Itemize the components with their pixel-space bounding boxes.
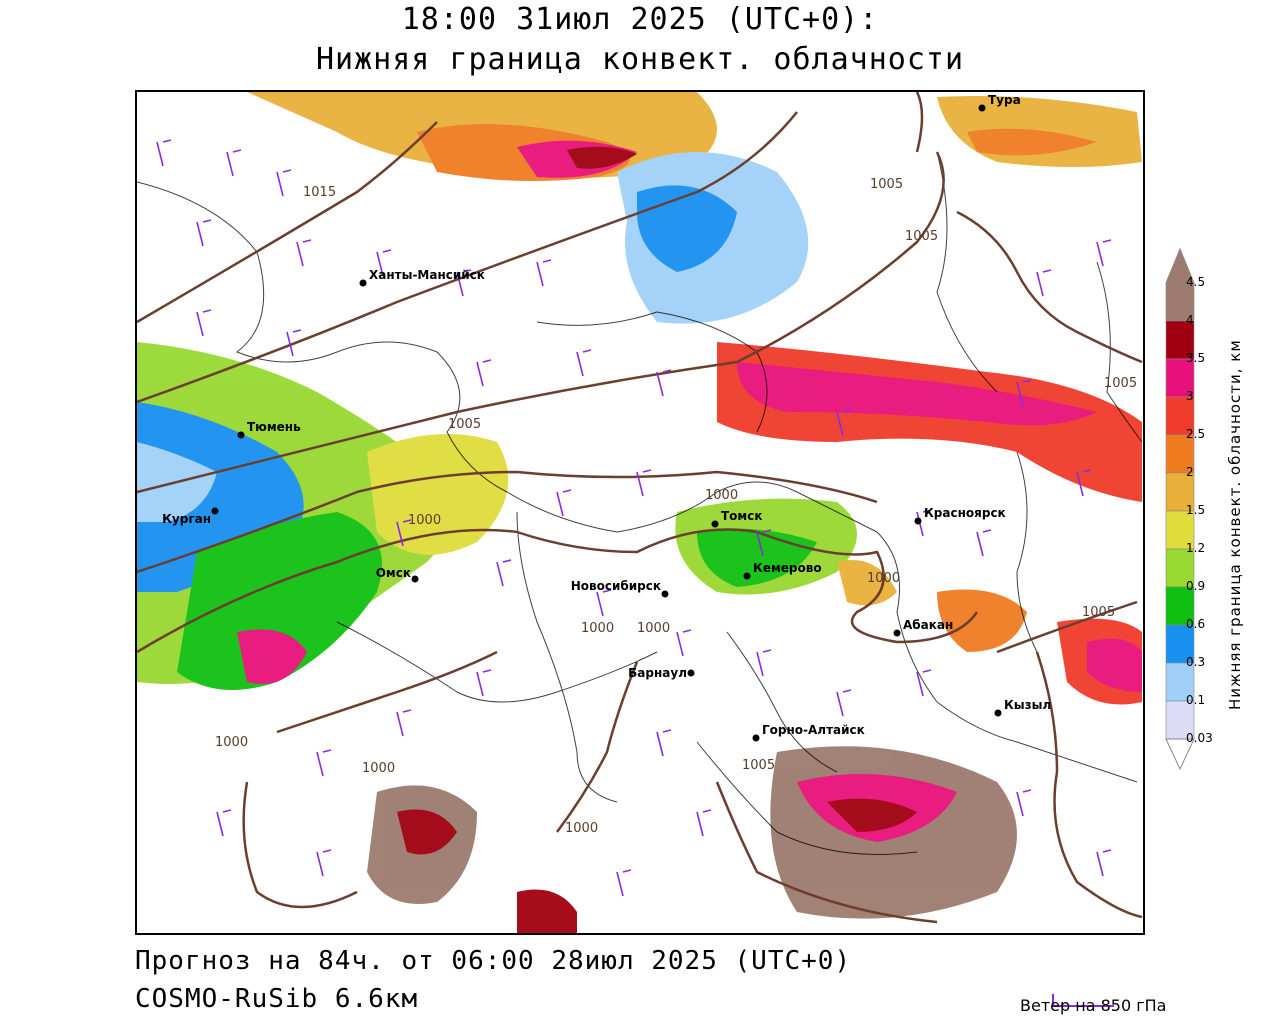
colorbar-cell [1165, 320, 1195, 360]
city-marker [661, 590, 669, 598]
map-title: 18:00 31июл 2025 (UTC+0): [401, 2, 879, 37]
city-label: Тюмень [247, 420, 301, 434]
colorbar-title: Нижняя граница конвект. облачности, км [1226, 339, 1244, 710]
map-canvas: 1015 1005 1005 1005 1005 1000 1000 1000 1005 1000… [137, 92, 1143, 933]
isobar-label: 1000 [408, 513, 441, 528]
city-label: Кемерово [753, 561, 822, 575]
city-marker [211, 507, 219, 515]
colorbar-level-label: 2.5 [1186, 427, 1206, 441]
colorbar-cell [1165, 548, 1195, 588]
city-label: Красноярск [924, 506, 1006, 520]
isobar-label: 1000 [705, 488, 738, 503]
wind-barbs-layer [156, 139, 1112, 897]
city-marker [687, 669, 695, 677]
isobar-label: 1005 [742, 758, 775, 773]
isobar-label: 1015 [303, 185, 336, 200]
colorbar-level-label: 4 [1186, 313, 1194, 327]
isobar-label: 1005 [905, 229, 938, 244]
city-label: Омск [376, 566, 411, 580]
city-marker [743, 572, 751, 580]
colorbar-bottom-arrow [1165, 738, 1195, 771]
colorbar-level-label: 3 [1186, 389, 1194, 403]
map-subtitle: Нижняя граница конвект. облачности [315, 42, 965, 77]
isobar-label: 1000 [565, 821, 598, 836]
colorbar-cell [1165, 624, 1195, 664]
city-marker [711, 520, 719, 528]
city-marker [978, 104, 986, 112]
forecast-info: Прогноз на 84ч. от 06:00 28июл 2025 (UTC… [135, 946, 852, 976]
city-label: Абакан [903, 618, 953, 632]
isobar-label: 1000 [637, 621, 670, 636]
colorbar-level-label: 1.5 [1186, 503, 1206, 517]
colorbar-level-label: 1.2 [1186, 541, 1206, 555]
isobar-label: 1005 [1082, 605, 1115, 620]
colorbar-level-label: 0.1 [1186, 693, 1206, 707]
isobar-label: 1005 [448, 417, 481, 432]
isobar-lines [137, 92, 1143, 924]
isobar-labels: 1015 1005 1005 1005 1005 1000 1000 1000 1005 1000… [215, 177, 1137, 836]
isobar-label: 1000 [867, 571, 900, 586]
city-marker [893, 629, 901, 637]
colorbar-cells [1165, 247, 1195, 771]
city-label: Томск [721, 509, 763, 523]
cloud-field-layer [137, 92, 1142, 933]
colorbar-level-label: 0.3 [1186, 655, 1206, 669]
colorbar-cell [1165, 282, 1195, 322]
isobar-label: 1000 [215, 735, 248, 750]
city-label: Ханты-Мансийск [369, 268, 485, 282]
city-marker [359, 279, 367, 287]
city-label: Горно-Алтайск [762, 723, 865, 737]
city-marker [237, 431, 245, 439]
colorbar-cell [1165, 396, 1195, 436]
model-name: COSMO-RuSib 6.6км [135, 984, 419, 1014]
city-label: Тура [988, 93, 1021, 107]
wind-legend-label: Ветер на 850 гПа [1020, 996, 1167, 1015]
city-label: Кызыл [1004, 698, 1051, 712]
isobar-label: 1000 [362, 761, 395, 776]
city-marker [752, 734, 760, 742]
colorbar-level-label: 4.5 [1186, 275, 1206, 289]
colorbar-level-label: 2 [1186, 465, 1194, 479]
wind-legend-icon [1052, 994, 1114, 1007]
colorbar-cell [1165, 586, 1195, 626]
city-label: Новосибирск [571, 579, 661, 593]
isobar-label: 1005 [870, 177, 903, 192]
forecast-map[interactable]: 1015 1005 1005 1005 1005 1000 1000 1000 1005 1000… [135, 90, 1145, 935]
colorbar-cell [1165, 358, 1195, 398]
colorbar-cell [1165, 472, 1195, 512]
city-layer: Тура Ханты-Мансийск Тюмень Курган Омск Томск К… [162, 93, 1051, 742]
region-borders [137, 151, 1143, 855]
colorbar [1165, 247, 1195, 771]
colorbar-level-label: 0.03 [1186, 731, 1213, 745]
colorbar-cell [1165, 434, 1195, 474]
city-marker [914, 517, 922, 525]
isobar-label: 1005 [1104, 376, 1137, 391]
colorbar-level-label: 0.6 [1186, 617, 1206, 631]
city-marker [411, 575, 419, 583]
city-label: Барнаул [628, 666, 687, 680]
colorbar-level-label: 3.5 [1186, 351, 1206, 365]
colorbar-cell [1165, 662, 1195, 702]
colorbar-level-label: 0.9 [1186, 579, 1206, 593]
city-label: Курган [162, 512, 211, 526]
city-marker [994, 709, 1002, 717]
colorbar-cell [1165, 510, 1195, 550]
isobar-label: 1000 [581, 621, 614, 636]
